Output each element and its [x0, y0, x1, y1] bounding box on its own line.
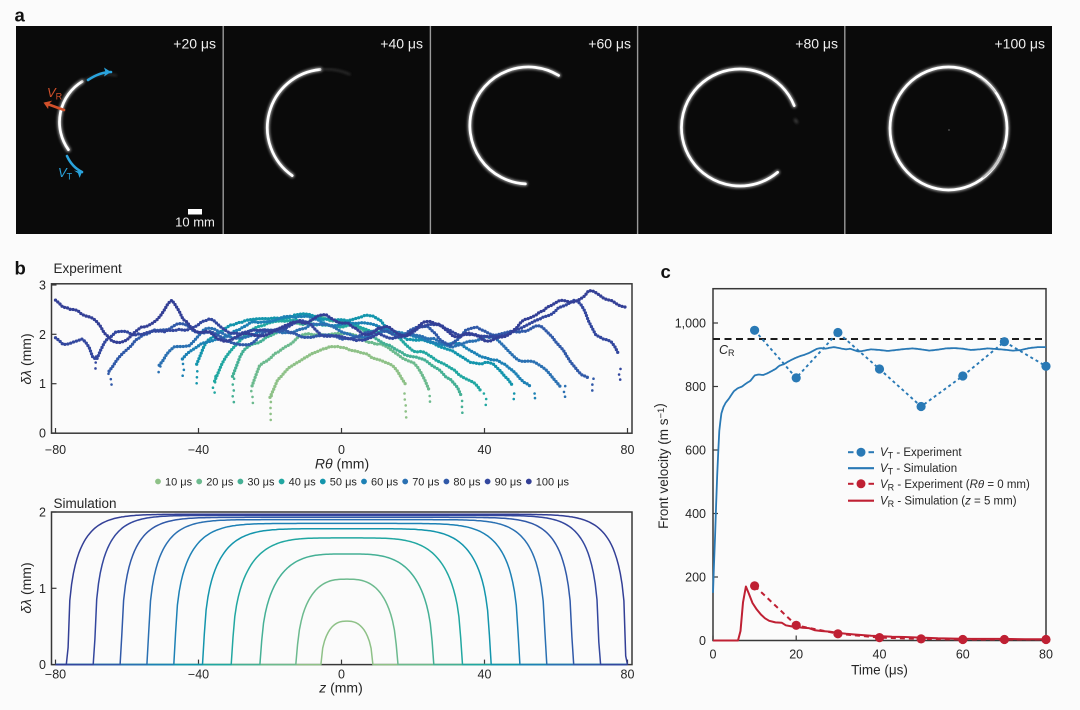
svg-text:1,000: 1,000 [675, 317, 706, 331]
svg-text:80: 80 [621, 668, 635, 682]
svg-text:40 μs: 40 μs [289, 477, 317, 489]
svg-text:Rθ (mm): Rθ (mm) [315, 456, 369, 472]
svg-text:600: 600 [685, 444, 706, 458]
svg-text:CR: CR [719, 343, 735, 358]
svg-text:+100 μs: +100 μs [995, 36, 1046, 52]
svg-text:0: 0 [39, 658, 46, 672]
svg-text:−40: −40 [188, 668, 209, 682]
svg-text:40: 40 [478, 668, 492, 682]
svg-text:−80: −80 [45, 668, 66, 682]
svg-text:80: 80 [1039, 648, 1053, 662]
svg-text:20 μs: 20 μs [206, 477, 234, 489]
svg-text:0: 0 [39, 427, 46, 441]
svg-text:0: 0 [699, 634, 706, 648]
svg-text:1: 1 [39, 377, 46, 391]
svg-text:−40: −40 [188, 443, 209, 457]
svg-text:20: 20 [789, 648, 803, 662]
svg-text:2: 2 [39, 506, 46, 520]
svg-text:200: 200 [685, 571, 706, 585]
svg-text:10 mm: 10 mm [175, 215, 215, 230]
svg-text:10 μs: 10 μs [165, 477, 193, 489]
svg-text:VT - Simulation: VT - Simulation [880, 463, 957, 477]
svg-text:c: c [661, 261, 671, 282]
svg-text:70 μs: 70 μs [412, 477, 440, 489]
svg-text:90 μs: 90 μs [495, 477, 523, 489]
svg-text:60: 60 [956, 648, 970, 662]
svg-text:a: a [15, 5, 26, 26]
svg-text:+20 μs: +20 μs [173, 36, 216, 52]
svg-text:80 μs: 80 μs [453, 477, 481, 489]
svg-text:δλ (mm): δλ (mm) [18, 333, 34, 384]
svg-text:Front velocity (m s−1): Front velocity (m s−1) [652, 403, 671, 529]
svg-text:VT - Experiment: VT - Experiment [880, 447, 962, 461]
svg-text:50 μs: 50 μs [330, 477, 358, 489]
svg-text:Experiment: Experiment [54, 261, 123, 276]
svg-text:b: b [15, 258, 26, 279]
svg-text:+80 μs: +80 μs [795, 36, 838, 52]
svg-text:1: 1 [39, 582, 46, 596]
svg-text:0: 0 [710, 648, 717, 662]
svg-text:800: 800 [685, 380, 706, 394]
svg-text:Time (μs): Time (μs) [851, 663, 908, 678]
svg-text:2: 2 [39, 328, 46, 342]
svg-text:−80: −80 [45, 443, 66, 457]
svg-text:+60 μs: +60 μs [588, 36, 631, 52]
svg-text:δλ (mm): δλ (mm) [18, 562, 34, 613]
svg-text:3: 3 [39, 279, 46, 293]
svg-text:0: 0 [338, 668, 345, 682]
svg-text:100 μs: 100 μs [536, 477, 570, 489]
svg-text:z (mm): z (mm) [318, 680, 363, 696]
svg-text:Simulation: Simulation [54, 496, 117, 511]
svg-text:400: 400 [685, 507, 706, 521]
svg-text:30 μs: 30 μs [247, 477, 275, 489]
svg-text:VR - Simulation (z = 5 mm): VR - Simulation (z = 5 mm) [880, 496, 1017, 510]
svg-text:40: 40 [478, 443, 492, 457]
svg-text:80: 80 [621, 443, 635, 457]
svg-text:+40 μs: +40 μs [380, 36, 423, 52]
svg-text:VR - Experiment (Rθ = 0 mm): VR - Experiment (Rθ = 0 mm) [880, 479, 1030, 493]
svg-text:0: 0 [338, 443, 345, 457]
svg-text:40: 40 [873, 648, 887, 662]
svg-text:60 μs: 60 μs [371, 477, 399, 489]
